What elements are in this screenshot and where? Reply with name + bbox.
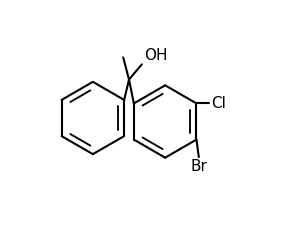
Text: Cl: Cl <box>211 96 226 111</box>
Text: OH: OH <box>144 48 167 63</box>
Text: Br: Br <box>190 159 207 174</box>
